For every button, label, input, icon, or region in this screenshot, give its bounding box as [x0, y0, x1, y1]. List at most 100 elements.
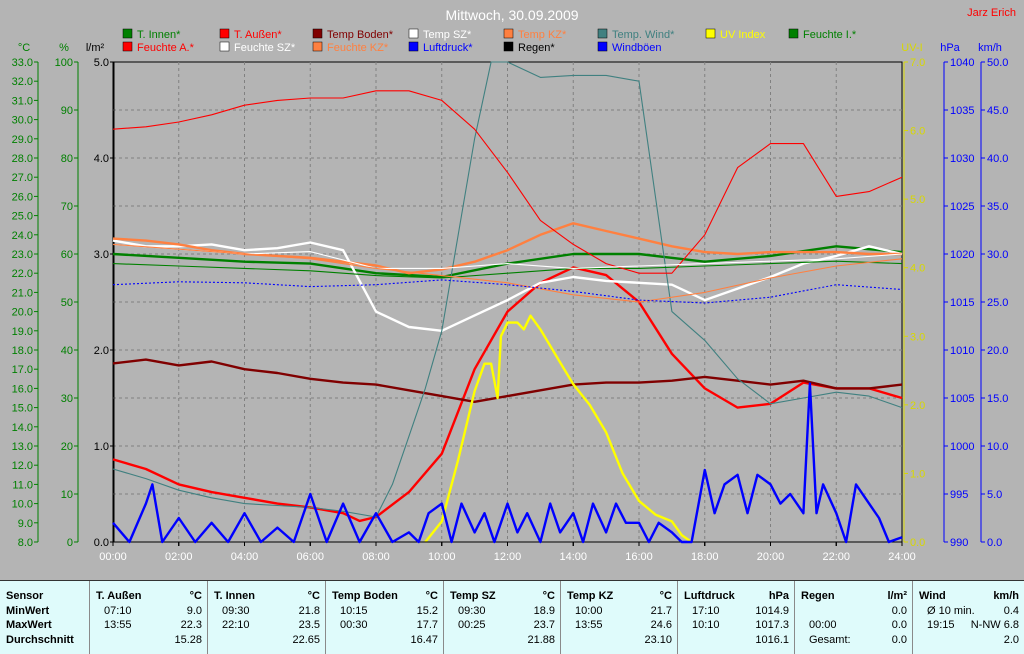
table-cell: 23.10: [561, 634, 678, 648]
y-tick-label-uv_index: 0.0: [910, 537, 925, 549]
table-column: Regen l/m² 0.0 00:00 0.0 Gesamt: 0.0: [794, 581, 913, 654]
x-tick-label: 00:00: [99, 551, 127, 563]
table-cell: 0.0: [795, 605, 913, 619]
x-tick-label: 12:00: [494, 551, 522, 563]
row-label: Durchschnitt: [0, 634, 89, 648]
table-column: Wind km/h Ø 10 min. 0.4 19:15 N-NW 6.8 2.0: [912, 581, 1024, 654]
legend-label: Feuchte A.*: [137, 42, 195, 54]
legend-label: Feuchte SZ*: [234, 42, 296, 54]
table-cell: 10:10 1017.3: [678, 619, 795, 633]
y-tick-label-temp_c: 11.0: [12, 479, 33, 491]
column-unit: °C: [659, 590, 672, 602]
y-tick-label-humidity_pct: 60: [61, 249, 73, 261]
cell-value: 15.28: [174, 634, 202, 646]
cell-value: 17.7: [416, 619, 438, 631]
y-tick-label-temp_c: 27.0: [12, 172, 33, 184]
table-cell: 22.65: [208, 634, 326, 648]
legend-swatch: [219, 41, 230, 52]
legend-swatch: [408, 41, 419, 52]
cell-value: 0.4: [1003, 605, 1019, 617]
table-cell: Gesamt: 0.0: [795, 634, 913, 648]
legend-swatch: [312, 28, 323, 39]
axis-unit-humidity_pct: %: [59, 42, 69, 54]
y-tick-label-wind_kmh: 40.0: [987, 153, 1008, 165]
column-unit: °C: [189, 590, 202, 602]
table-column: T. Außen °C 07:10 9.0 13:55 22.3 15.28: [89, 581, 208, 654]
y-tick-label-uv_index: 6.0: [910, 126, 925, 138]
series-line-feuchte-i: [112, 260, 903, 279]
cell-value: 21.88: [527, 634, 555, 646]
y-tick-label-humidity_pct: 20: [61, 441, 73, 453]
cell-value: 0.0: [891, 634, 907, 646]
table-cell: 13:55 24.6: [561, 619, 678, 633]
y-tick-label-wind_kmh: 35.0: [987, 201, 1008, 213]
cell-time: 09:30: [458, 605, 486, 617]
chart-author: Jarz Erich: [967, 7, 1016, 19]
axes: 00:00 02:00 04:00 06:00 08:00 10:00 12:00 14:00…: [12, 42, 1009, 563]
legend-swatch: [597, 41, 608, 52]
y-tick-label-temp_c: 26.0: [12, 191, 33, 203]
y-tick-label-temp_c: 14.0: [12, 422, 33, 434]
table-cell: 00:30 17.7: [326, 619, 444, 633]
cell-value: 15.2: [416, 605, 438, 617]
series-line-feuchte-a: [112, 90, 903, 274]
y-tick-label-rain_lm2: 5.0: [94, 57, 109, 69]
legend-label: Temp. Wind*: [612, 29, 675, 41]
table-column: Temp Boden °C 10:15 15.2 00:30 17.7 16.47: [325, 581, 444, 654]
y-tick-label-temp_c: 23.0: [12, 249, 33, 261]
table-header: Temp KZ °C: [561, 590, 678, 604]
series-group: [112, 61, 903, 544]
x-tick-label: 06:00: [296, 551, 324, 563]
table-header: Regen l/m²: [795, 590, 913, 604]
cell-value: 16.47: [410, 634, 438, 646]
column-name: Temp SZ: [450, 590, 496, 602]
table-cell: 10:15 15.2: [326, 605, 444, 619]
y-tick-label-temp_c: 13.0: [12, 441, 33, 453]
cell-value: 24.6: [650, 619, 672, 631]
series-line-t-au-en: [112, 266, 903, 523]
table-column: Luftdruck hPa 17:10 1014.9 10:10 1017.3 1016.1: [677, 581, 795, 654]
y-tick-label-temp_c: 9.0: [18, 518, 33, 530]
y-tick-label-wind_kmh: 30.0: [987, 249, 1008, 261]
table-column: Temp SZ °C 09:30 18.9 00:25 23.7 21.88: [443, 581, 561, 654]
y-tick-label-pressure_hpa: 1015: [950, 297, 974, 309]
table-cell: 17:10 1014.9: [678, 605, 795, 619]
column-unit: °C: [307, 590, 320, 602]
table-header: T. Außen °C: [90, 590, 208, 604]
table-header: T. Innen °C: [208, 590, 326, 604]
y-tick-label-humidity_pct: 80: [61, 153, 73, 165]
row-label: MinWert: [0, 605, 89, 619]
y-tick-label-rain_lm2: 3.0: [94, 249, 109, 261]
y-tick-label-rain_lm2: 2.0: [94, 345, 109, 357]
legend-label: T. Innen*: [137, 29, 181, 41]
cell-value: 1014.9: [755, 605, 789, 617]
y-tick-label-pressure_hpa: 990: [950, 537, 968, 549]
y-tick-label-pressure_hpa: 1025: [950, 201, 974, 213]
summary-table: Sensor MinWert MaxWert Durchschnitt T. Außen…: [0, 580, 1024, 654]
table-cell: 09:30 21.8: [208, 605, 326, 619]
table-cell: 22:10 23.5: [208, 619, 326, 633]
series-line-windb-en: [112, 382, 903, 544]
row-label: MaxWert: [0, 619, 89, 633]
y-tick-label-temp_c: 24.0: [12, 230, 33, 242]
y-tick-label-pressure_hpa: 1020: [950, 249, 974, 261]
cell-value: 18.9: [533, 605, 555, 617]
table-cell: 2.0: [913, 634, 1024, 648]
cell-time: 13:55: [104, 619, 132, 631]
y-tick-label-uv_index: 2.0: [910, 400, 925, 412]
table-cell: 19:15 N-NW 6.8: [913, 619, 1024, 633]
y-tick-label-humidity_pct: 90: [61, 105, 73, 117]
cell-time: 19:15: [927, 619, 955, 631]
cell-time: Ø 10 min.: [927, 605, 975, 617]
column-name: T. Außen: [96, 590, 142, 602]
legend-swatch: [408, 28, 419, 39]
y-tick-label-temp_c: 21.0: [12, 287, 33, 299]
row-label-text: Durchschnitt: [6, 634, 74, 646]
cell-value: 22.3: [180, 619, 202, 631]
cell-value: 1017.3: [755, 619, 789, 631]
cell-value: 1016.1: [755, 634, 789, 646]
y-tick-label-wind_kmh: 15.0: [987, 393, 1008, 405]
x-tick-label: 16:00: [625, 551, 653, 563]
cell-value: 22.65: [292, 634, 320, 646]
cell-value: 21.8: [298, 605, 320, 617]
